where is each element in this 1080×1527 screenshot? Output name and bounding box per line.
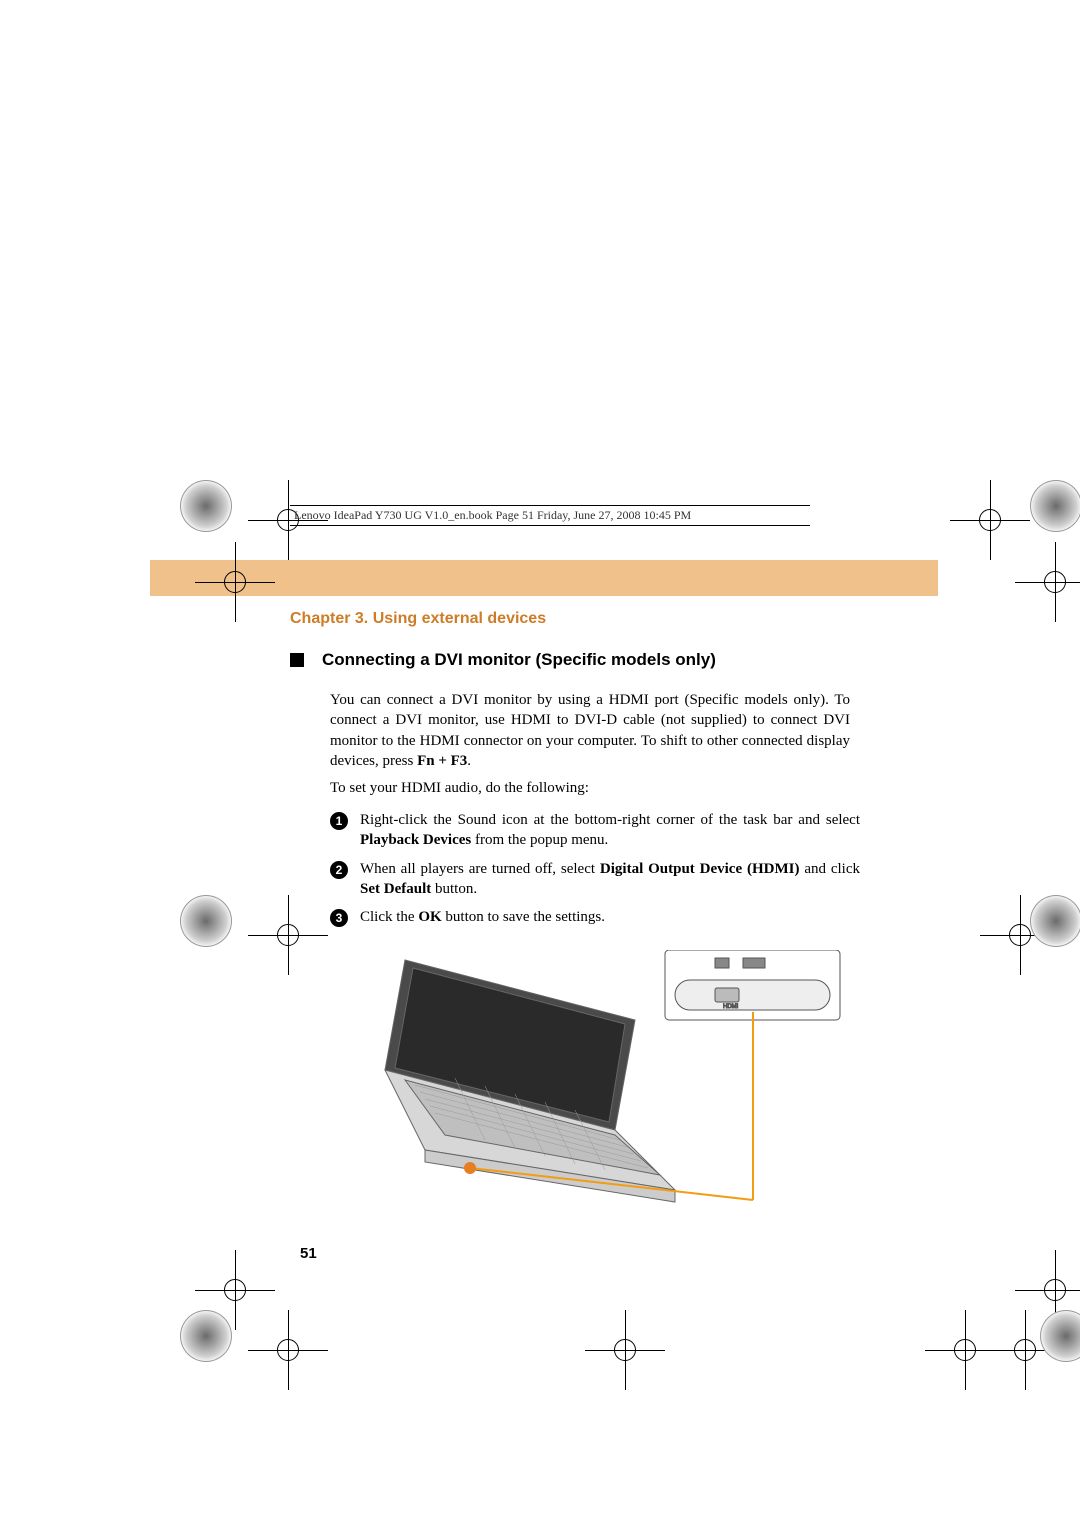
print-bleed-stripe [150,560,938,596]
step-text-span: Click the [360,909,418,925]
registration-cross-icon [970,500,1010,540]
svg-text:HDMI: HDMI [723,1004,739,1010]
step-bold: OK [418,909,441,925]
step-text-span: from the popup menu. [471,832,608,848]
registration-cross-icon [1035,1270,1075,1310]
step-text-span: Right-click the Sound icon at the bottom… [360,812,860,828]
key-combo: Fn + F3 [417,753,467,769]
registration-cross-icon [268,915,308,955]
step-number-badge: 3 [330,909,348,927]
step-text: When all players are turned off, select … [360,859,860,900]
body-period: . [467,753,471,769]
step-bold: Set Default [360,881,431,897]
step-text-span: and click [799,861,860,877]
body-text: You can connect a DVI monitor by using a… [330,692,850,769]
step-number-badge: 2 [330,861,348,879]
registration-cross-icon [605,1330,645,1370]
section-heading: Connecting a DVI monitor (Specific model… [290,650,850,670]
step-number-badge: 1 [330,812,348,830]
registration-mark-icon [1040,1310,1080,1370]
section-bullet-icon [290,653,304,667]
registration-cross-icon [215,562,255,602]
registration-mark-icon [180,1310,240,1370]
registration-mark-icon [180,480,240,540]
step-text-span: button. [431,881,477,897]
step-text: Click the OK button to save the settings… [360,907,860,927]
chapter-heading: Chapter 3. Using external devices [290,610,546,628]
list-item: 3 Click the OK button to save the settin… [330,907,860,927]
registration-cross-icon [1035,562,1075,602]
list-item: 1 Right-click the Sound icon at the bott… [330,810,860,851]
lead-line: To set your HDMI audio, do the following… [330,780,850,797]
registration-cross-icon [1005,1330,1045,1370]
laptop-illustration: HDMI [365,950,845,1210]
step-bold: Digital Output Device (HDMI) [600,861,800,877]
step-bold: Playback Devices [360,832,471,848]
list-item: 2 When all players are turned off, selec… [330,859,860,900]
running-header: Lenovo IdeaPad Y730 UG V1.0_en.book Page… [290,505,810,526]
step-text: Right-click the Sound icon at the bottom… [360,810,860,851]
body-paragraph: You can connect a DVI monitor by using a… [330,690,850,771]
step-text-span: button to save the settings. [442,909,605,925]
page-number: 51 [300,1245,317,1262]
registration-mark-icon [180,895,240,955]
registration-mark-icon [1030,480,1080,540]
section-title: Connecting a DVI monitor (Specific model… [322,650,716,670]
step-text-span: When all players are turned off, select [360,861,600,877]
page: Lenovo IdeaPad Y730 UG V1.0_en.book Page… [0,0,1080,1527]
step-list: 1 Right-click the Sound icon at the bott… [330,810,860,935]
registration-cross-icon [945,1330,985,1370]
registration-mark-icon [1030,895,1080,955]
registration-cross-icon [215,1270,255,1310]
registration-cross-icon [268,1330,308,1370]
